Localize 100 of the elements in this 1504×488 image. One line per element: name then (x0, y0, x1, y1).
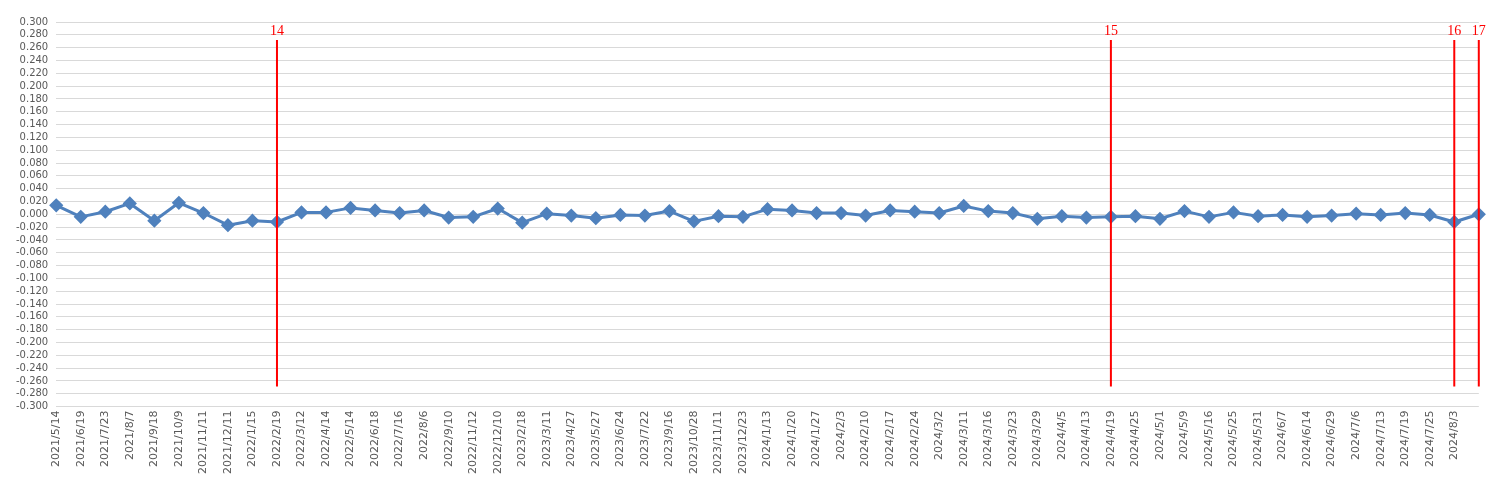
point (147, 214, 161, 228)
point (1128, 209, 1142, 223)
y-tick-label: 0.220 (19, 66, 49, 78)
x-tick-label: 2021/10/9 (171, 410, 185, 468)
point (1227, 205, 1241, 219)
x-tick-label: 2023/12/23 (735, 410, 749, 475)
point (1153, 212, 1167, 226)
point (736, 210, 750, 224)
x-tick-label: 2024/1/20 (784, 410, 798, 468)
y-tick-label: 0.200 (19, 79, 49, 91)
point (1202, 210, 1216, 224)
point (785, 203, 799, 217)
y-tick-label: 0.180 (19, 92, 49, 104)
y-tick-label: -0.260 (15, 374, 49, 386)
x-tick-label: 2023/7/22 (637, 410, 651, 468)
x-tick-label: 2024/5/16 (1201, 410, 1215, 468)
x-tick-label: 2024/1/27 (809, 410, 823, 468)
y-tick-label: 0.080 (19, 156, 49, 168)
point (1325, 209, 1339, 223)
x-tick-label: 2023/9/16 (662, 410, 676, 468)
x-tick-label: 2022/3/12 (294, 410, 308, 468)
x-tick-label: 2024/2/24 (907, 410, 921, 468)
x-tick-label: 2022/6/18 (367, 410, 381, 468)
ref-line-label: 15 (1103, 22, 1118, 38)
y-tick-label: -0.080 (15, 259, 49, 271)
y-tick-label: 0.260 (19, 41, 49, 53)
point (859, 209, 873, 223)
y-tick-label: 0.240 (19, 54, 49, 66)
point (540, 207, 554, 221)
point (834, 206, 848, 220)
x-tick-label: 2024/7/6 (1349, 410, 1363, 461)
y-tick-label: -0.280 (15, 387, 49, 399)
ref-line-label: 16 (1447, 22, 1462, 38)
x-tick-label: 2023/6/24 (613, 410, 627, 468)
point (196, 206, 210, 220)
y-tick-label: 0.040 (19, 182, 49, 194)
point (1276, 208, 1290, 222)
x-tick-label: 2024/6/7 (1275, 410, 1289, 461)
x-tick-label: 2024/3/23 (1005, 410, 1019, 468)
x-tick-label: 2022/9/10 (441, 410, 455, 468)
x-tick-label: 2024/7/13 (1373, 410, 1387, 468)
x-tick-label: 2021/12/11 (220, 410, 234, 475)
x-tick-label: 2022/4/14 (318, 410, 332, 468)
x-tick-label: 2022/12/10 (490, 410, 504, 475)
point (810, 206, 824, 220)
point (98, 205, 112, 219)
y-tick-label: 0.060 (19, 169, 49, 181)
x-tick-label: 2021/11/11 (196, 410, 210, 475)
point (1177, 204, 1191, 218)
point (466, 210, 480, 224)
point (515, 216, 529, 230)
point (123, 196, 137, 210)
y-tick-label: 0.300 (19, 15, 49, 27)
x-tick-label: 2022/2/19 (269, 410, 283, 468)
point (393, 206, 407, 220)
point (417, 203, 431, 217)
y-tick-label: 0.280 (19, 28, 49, 40)
point (687, 214, 701, 228)
x-tick-label: 2022/5/14 (343, 410, 357, 468)
x-tick-label: 2024/8/3 (1447, 410, 1461, 461)
y-tick-label: -0.100 (15, 271, 49, 283)
x-tick-label: 2022/7/16 (392, 410, 406, 468)
y-tick-label: -0.180 (15, 323, 49, 335)
x-tick-label: 2024/1/13 (760, 410, 774, 468)
x-tick-label: 2024/5/9 (1177, 410, 1191, 461)
x-tick-label: 2024/3/29 (1030, 410, 1044, 468)
x-tick-label: 2024/7/19 (1398, 410, 1412, 468)
point (589, 211, 603, 225)
x-tick-label: 2024/5/25 (1226, 410, 1240, 468)
point (613, 208, 627, 222)
y-tick-label: -0.020 (15, 220, 49, 232)
x-tick-label: 2021/5/14 (49, 410, 63, 468)
y-tick-label: 0.120 (19, 130, 49, 142)
point (638, 209, 652, 223)
point (245, 214, 259, 228)
y-tick-label: -0.200 (15, 336, 49, 348)
point (49, 198, 63, 212)
y-tick-label: -0.240 (15, 361, 49, 373)
point (1300, 210, 1314, 224)
x-tick-label: 2024/6/29 (1324, 410, 1338, 468)
point (564, 209, 578, 223)
point (932, 206, 946, 220)
x-tick-label: 2024/4/19 (1103, 410, 1117, 468)
point (1398, 206, 1412, 220)
x-tick-label: 2021/9/18 (147, 410, 161, 468)
point (1055, 209, 1069, 223)
x-tick-label: 2023/11/11 (711, 410, 725, 475)
x-tick-label: 2024/4/5 (1054, 410, 1068, 461)
y-tick-label: -0.060 (15, 246, 49, 258)
y-tick-label: 0.100 (19, 143, 49, 155)
x-tick-label: 2024/3/16 (981, 410, 995, 468)
point (368, 203, 382, 217)
point (74, 210, 88, 224)
point (1079, 211, 1093, 225)
point (491, 202, 505, 216)
y-tick-label: 0.020 (19, 195, 49, 207)
ref-line-label: 14 (269, 22, 284, 38)
x-tick-label: 2021/8/7 (122, 410, 136, 461)
y-tick-label: -0.140 (15, 297, 49, 309)
x-tick-label: 2023/2/18 (515, 410, 529, 468)
